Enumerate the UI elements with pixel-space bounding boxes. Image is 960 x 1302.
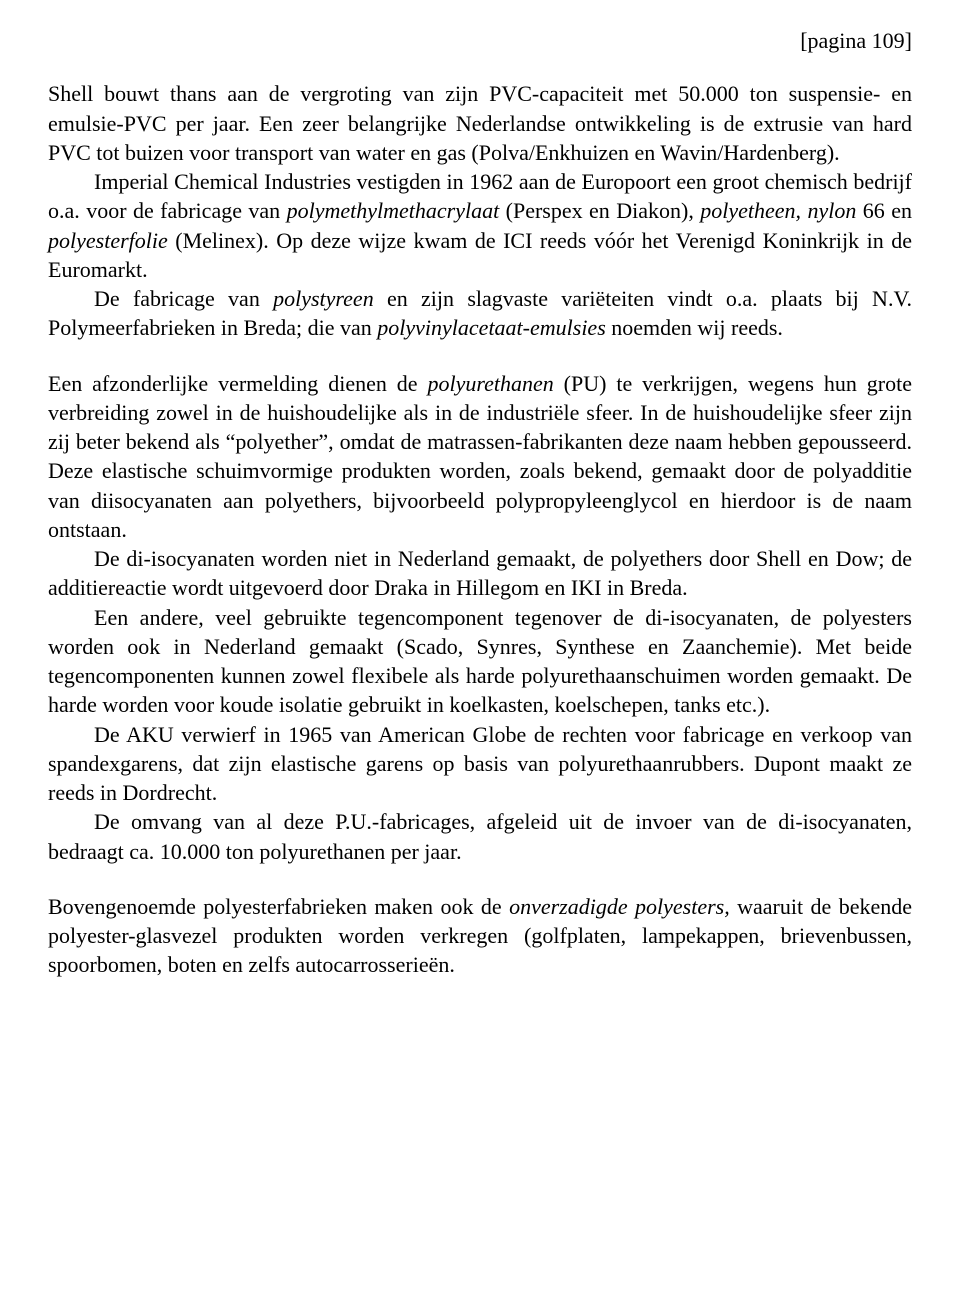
italic-run: onverzadigde polyesters, xyxy=(509,894,730,919)
paragraph-block-2: Een afzonderlijke vermelding dienen de p… xyxy=(48,369,912,866)
paragraph: De di-isocyanaten worden niet in Nederla… xyxy=(48,544,912,603)
paragraph: De fabricage van polystyreen en zijn sla… xyxy=(48,284,912,343)
paragraph: Shell bouwt thans aan de vergroting van … xyxy=(48,79,912,167)
paragraph: Een andere, veel gebruikte tegencomponen… xyxy=(48,603,912,720)
paragraph: De omvang van al deze P.U.-fabricages, a… xyxy=(48,807,912,866)
paragraph: Imperial Chemical Industries vestigden i… xyxy=(48,167,912,284)
paragraph: Een afzonderlijke vermelding dienen de p… xyxy=(48,369,912,545)
italic-run: polymethylmethacrylaat xyxy=(287,198,500,223)
paragraph: De AKU verwierf in 1965 van American Glo… xyxy=(48,720,912,808)
italic-run: polyetheen, nylon xyxy=(700,198,856,223)
page-number: [pagina 109] xyxy=(48,26,912,55)
paragraph-block-3: Bovengenoemde polyesterfabrieken maken o… xyxy=(48,892,912,980)
paragraph-block-1: Shell bouwt thans aan de vergroting van … xyxy=(48,79,912,342)
italic-run: polyvinylacetaat-emulsies xyxy=(377,315,605,340)
paragraph: Bovengenoemde polyesterfabrieken maken o… xyxy=(48,892,912,980)
italic-run: polyesterfolie xyxy=(48,228,168,253)
italic-run: polyurethanen xyxy=(427,371,553,396)
italic-run: polystyreen xyxy=(273,286,374,311)
